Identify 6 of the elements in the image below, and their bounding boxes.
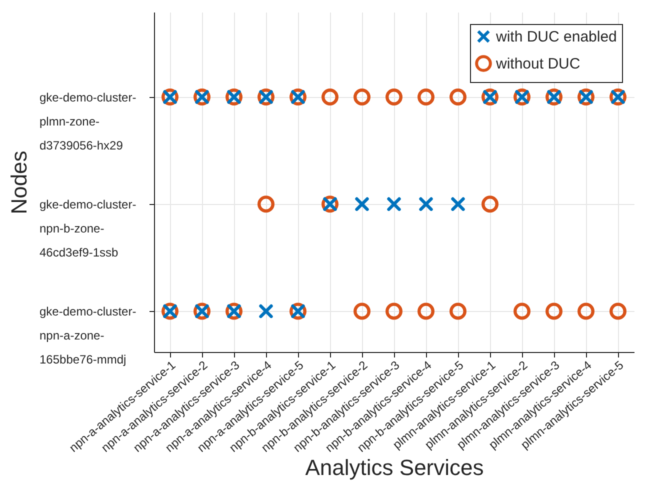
category-label: gke-demo-cluster-plmn-zone-d3739056-hx29 xyxy=(40,90,136,152)
legend-label: without DUC xyxy=(495,56,580,72)
y-axis-title: Nodes xyxy=(6,150,32,214)
category-label: gke-demo-cluster-npn-b-zone-46cd3ef9-1ssb xyxy=(40,198,136,260)
legend-label: with DUC enabled xyxy=(495,28,617,46)
x-axis-title: Analytics Services xyxy=(305,455,484,480)
